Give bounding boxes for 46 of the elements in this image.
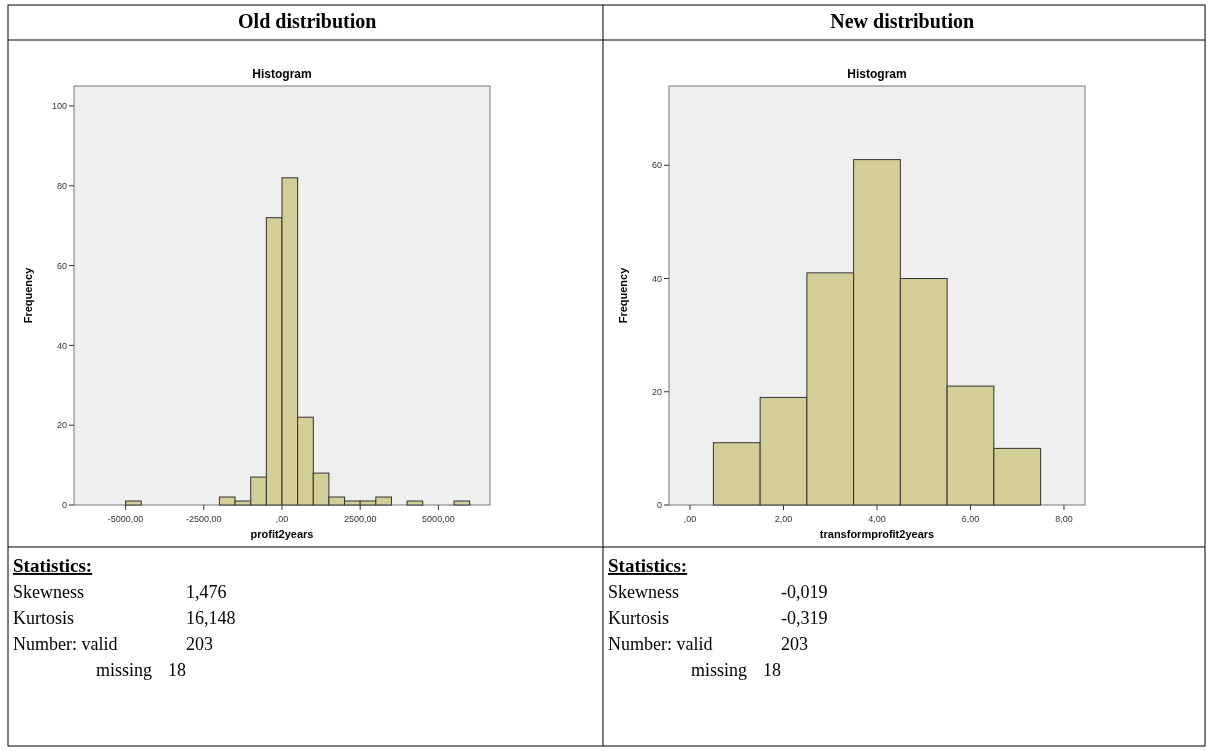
y-tick-label: 40	[56, 340, 67, 351]
x-axis-title: transformprofit2years	[819, 528, 935, 540]
text: Statistics:	[608, 555, 688, 576]
x-tick-label: 6,00	[961, 514, 980, 524]
y-axis-title: Frequency	[617, 266, 629, 324]
chart-subtitle: Histogram	[252, 67, 312, 81]
text: Skewness	[608, 582, 679, 602]
x-axis-title: profit2years	[250, 528, 314, 540]
text: 203	[186, 634, 213, 654]
x-tick-label: 5000,00	[422, 514, 455, 524]
chart-subtitle: Histogram	[847, 67, 907, 81]
text: missing	[96, 660, 153, 680]
text: Skewness	[13, 582, 84, 602]
x-tick-label: -5000,00	[107, 514, 144, 524]
x-tick-label: 4,00	[868, 514, 886, 524]
y-tick-label: 20	[56, 420, 67, 431]
x-tick-label: 8,00	[1055, 514, 1073, 524]
text: 18	[763, 660, 781, 680]
chart-title: Old distribution	[238, 10, 377, 32]
chart-title: New distribution	[830, 10, 975, 32]
text: Kurtosis	[13, 608, 75, 628]
y-tick-label: 100	[51, 101, 67, 112]
y-tick-label: 80	[56, 180, 67, 191]
text: 18	[168, 660, 186, 680]
text: Number: valid	[608, 634, 713, 654]
y-tick-label: 0	[656, 500, 662, 511]
y-tick-label: 0	[61, 500, 67, 511]
x-tick-label: ,00	[275, 514, 289, 524]
x-tick-label: 2,00	[774, 514, 793, 524]
y-tick-label: 40	[651, 273, 662, 284]
text: 203	[781, 634, 808, 654]
text: -0,019	[781, 582, 828, 602]
text: missing	[691, 660, 748, 680]
y-axis-title: Frequency	[22, 266, 34, 324]
x-tick-label: 2500,00	[343, 514, 377, 524]
x-tick-label: -2500,00	[186, 514, 222, 524]
text: Kurtosis	[608, 608, 670, 628]
text: 16,148	[186, 608, 236, 628]
text: Number: valid	[13, 634, 118, 654]
y-tick-label: 20	[651, 386, 662, 397]
text: 1,476	[186, 582, 227, 602]
x-tick-label: ,00	[683, 514, 697, 524]
text: Statistics:	[13, 555, 93, 576]
y-tick-label: 60	[56, 260, 67, 271]
y-tick-label: 60	[651, 160, 662, 171]
text: -0,319	[781, 608, 828, 628]
